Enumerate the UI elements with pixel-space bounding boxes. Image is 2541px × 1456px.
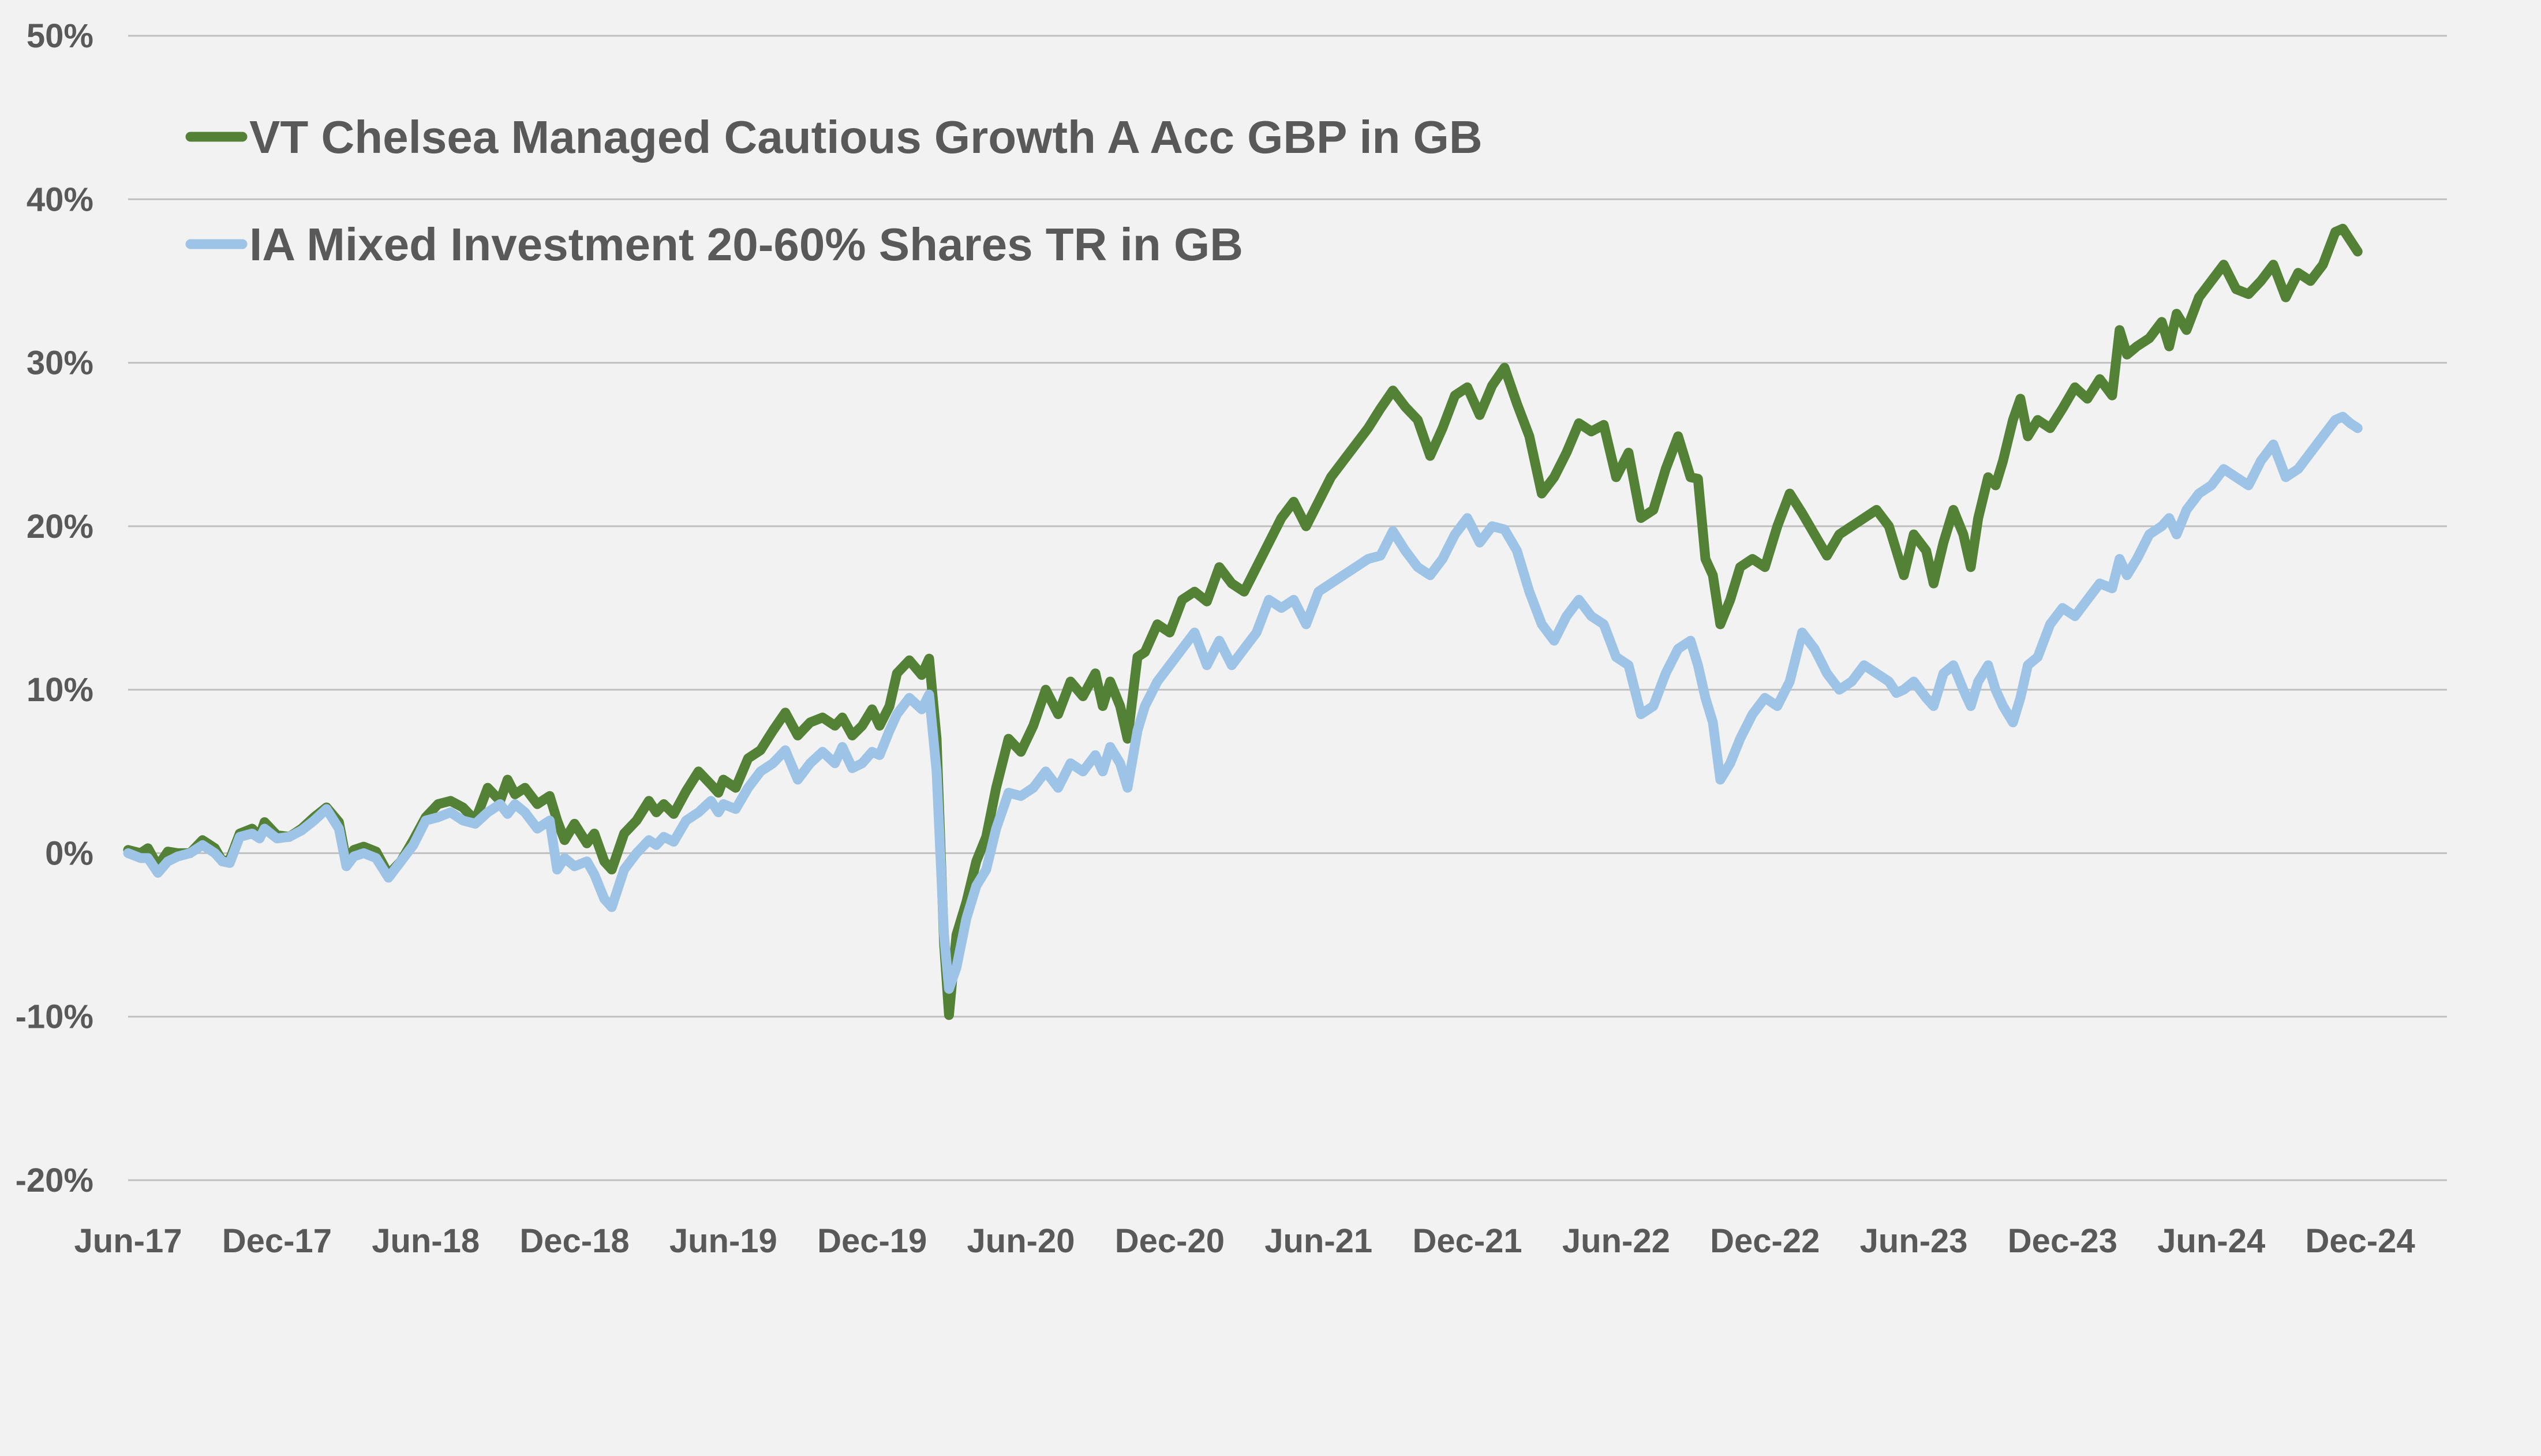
y-tick-label: 50% — [27, 17, 93, 55]
y-tick-label: -10% — [16, 998, 93, 1036]
x-axis-ticks: Jun-17 Dec-17 Jun-18 Dec-18 Jun-19 Dec-19 Jun-… — [74, 1222, 2415, 1260]
x-tick-label: Dec-19 — [817, 1222, 927, 1260]
x-tick-label: Jun-23 — [1860, 1222, 1968, 1260]
x-tick-label: Jun-18 — [372, 1222, 480, 1260]
x-tick-label: Jun-21 — [1264, 1222, 1372, 1260]
y-tick-label: 40% — [27, 181, 93, 218]
y-tick-label: 30% — [27, 345, 93, 382]
x-tick-label: Jun-20 — [967, 1222, 1075, 1260]
x-tick-label: Jun-19 — [669, 1222, 777, 1260]
x-tick-label: Dec-24 — [2305, 1222, 2415, 1260]
gridlines — [128, 35, 2447, 1181]
y-tick-label: 0% — [45, 834, 93, 872]
y-tick-label: 20% — [27, 508, 93, 545]
y-tick-label: 10% — [27, 671, 93, 709]
x-tick-label: Dec-23 — [2008, 1222, 2117, 1260]
series-line-0 — [123, 223, 2363, 1020]
x-tick-label: Dec-20 — [1115, 1222, 1225, 1260]
x-tick-label: Jun-24 — [2157, 1222, 2265, 1260]
y-axis-ticks: 50% 40% 30% 20% 10% 0% -10% -20% — [16, 17, 93, 1199]
legend-label-series-0: VT Chelsea Managed Cautious Growth A Acc… — [249, 111, 1483, 163]
x-tick-label: Jun-17 — [74, 1222, 182, 1260]
legend: VT Chelsea Managed Cautious Growth A Acc… — [185, 111, 1483, 270]
x-tick-label: Dec-21 — [1412, 1222, 1522, 1260]
x-tick-label: Dec-22 — [1710, 1222, 1820, 1260]
x-tick-label: Dec-18 — [519, 1222, 629, 1260]
x-tick-label: Jun-22 — [1562, 1222, 1670, 1260]
legend-label-series-1: IA Mixed Investment 20-60% Shares TR in … — [249, 219, 1243, 270]
y-tick-label: -20% — [16, 1162, 93, 1199]
x-tick-label: Dec-17 — [222, 1222, 332, 1260]
series-lines — [123, 223, 2363, 1020]
series-line-1 — [123, 411, 2363, 994]
